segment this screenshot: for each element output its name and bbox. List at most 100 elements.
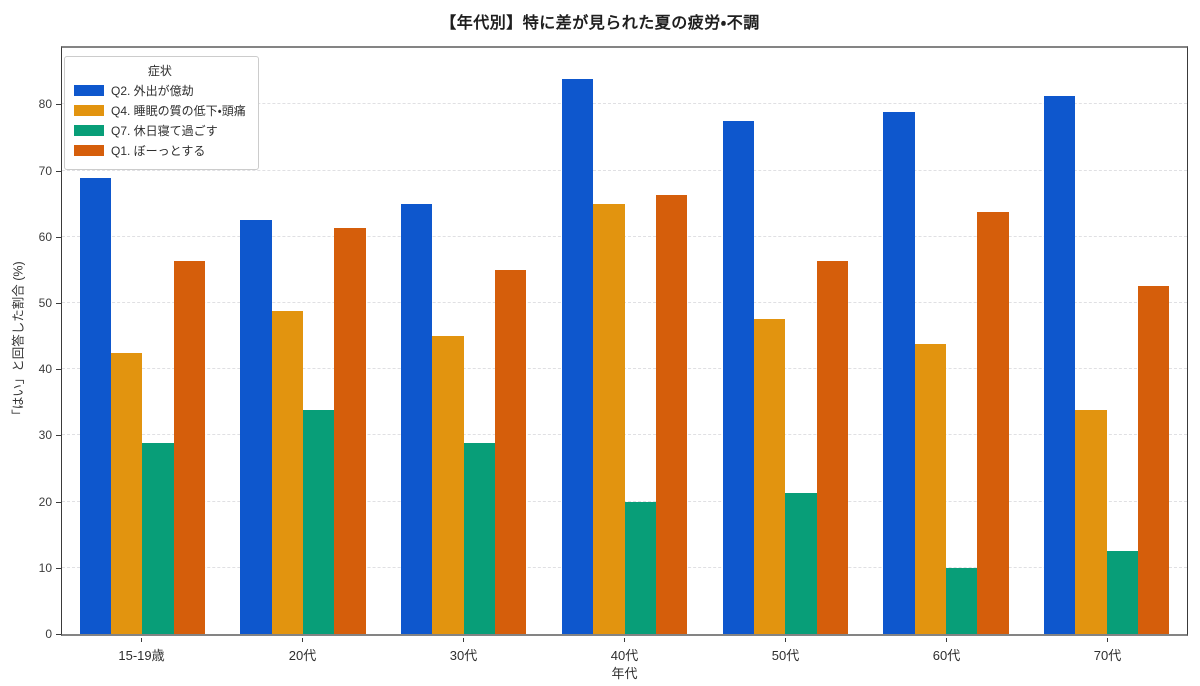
legend-label: Q1. ぼーっとする	[111, 144, 206, 158]
legend-swatch-icon	[74, 145, 104, 156]
xtick-label: 70代	[1093, 648, 1122, 663]
plot-area: 0 10 20 30 40 50 60 70 80 症状 Q2. 外出が億劫 Q4. 睡眠の質の低…	[39, 46, 1188, 641]
ytick-mark-40	[56, 369, 61, 371]
ytick-label-50: 50	[38, 295, 52, 310]
ytick-mark-70	[56, 170, 61, 172]
bar-group-50代	[705, 48, 866, 634]
bar-group-inner	[883, 48, 1009, 634]
gridline-80	[62, 103, 1187, 105]
ytick-label-60: 60	[38, 229, 52, 244]
legend-label: Q4. 睡眠の質の低下・頭痛	[111, 104, 246, 118]
legend-title: 症状	[147, 64, 172, 78]
xtick-mark	[1106, 638, 1109, 642]
ytick-label-80: 80	[38, 97, 52, 112]
xtick-label: 15-19歳	[118, 648, 165, 663]
legend-swatch-icon	[74, 85, 104, 96]
xtick-cell: 60代	[866, 638, 1027, 664]
bar	[142, 443, 174, 634]
xtick-mark	[945, 638, 948, 642]
xtick-mark	[784, 638, 787, 642]
ytick-mark-0	[56, 634, 61, 635]
ytick-label-10: 10	[38, 560, 52, 575]
bar	[334, 228, 366, 634]
bar-group-inner	[1043, 48, 1170, 634]
bar	[240, 220, 272, 634]
bar	[463, 443, 496, 634]
xtick-label: 50代	[771, 648, 800, 663]
bar	[111, 352, 143, 634]
legend-item: Q2. 外出が億劫	[74, 82, 246, 99]
bar	[432, 336, 464, 634]
bar	[401, 203, 433, 634]
bar-group-inner	[79, 48, 206, 634]
bar	[1043, 95, 1076, 634]
bar-group-30代	[383, 48, 544, 634]
bar	[722, 120, 754, 634]
ytick-mark-60	[56, 236, 61, 238]
ytick-mark-20	[56, 501, 61, 503]
legend-label: Q2. 外出が億劫	[111, 84, 194, 98]
legend-item: Q4. 睡眠の質の低下・頭痛	[74, 102, 246, 119]
bar	[883, 112, 915, 634]
ytick-mark-30	[56, 435, 61, 437]
xtick-cell: 20代	[222, 638, 383, 664]
bar	[271, 310, 304, 634]
legend-items: Q2. 外出が億劫 Q4. 睡眠の質の低下・頭痛 Q7. 休日寝て過ごす Q1. ぼー…	[74, 82, 246, 159]
xtick-label: 30代	[449, 648, 478, 663]
bar	[785, 492, 817, 634]
xtick-mark	[462, 638, 465, 642]
xtick-label: 60代	[932, 648, 961, 663]
xtick-cell: 40代	[544, 638, 705, 664]
bar-group-60代	[866, 48, 1027, 634]
bar-group-inner	[561, 48, 688, 634]
xtick-mark	[301, 638, 304, 642]
xtick-label: 40代	[610, 648, 639, 663]
bar	[816, 261, 848, 634]
legend-swatch-icon	[74, 125, 104, 136]
bar	[79, 178, 112, 634]
xtick-cell: 30代	[383, 638, 544, 664]
bar	[593, 203, 625, 634]
legend-item: Q1. ぼーっとする	[74, 142, 246, 159]
bar-group-inner	[722, 48, 848, 634]
xtick-cell: 15-19歳	[61, 638, 222, 664]
bar	[303, 410, 335, 634]
bar-group-40代	[544, 48, 705, 634]
bar	[1138, 286, 1170, 634]
x-axis-title: 年代	[611, 666, 638, 681]
ytick-label-30: 30	[38, 428, 52, 443]
bar-group-inner	[401, 48, 527, 634]
bar	[173, 261, 206, 634]
legend: 症状 Q2. 外出が億劫 Q4. 睡眠の質の低下・頭痛 Q7. 休日寝て過ごす Q1.…	[64, 56, 259, 170]
y-axis-title-text: 「はい」と回答した割合 (%)	[11, 260, 26, 422]
gridline-70	[62, 169, 1187, 171]
xtick-cell: 50代	[705, 638, 866, 664]
legend-swatch-icon	[74, 105, 104, 116]
bar	[1075, 410, 1107, 634]
bar	[1106, 551, 1139, 634]
ytick-mark-50	[56, 302, 61, 304]
chart-title: 【年代別】特に差が見られた夏の疲労・不調	[440, 15, 760, 32]
xtick-mark	[140, 638, 143, 642]
xtick-label: 20代	[288, 648, 317, 663]
y-axis-title: 「はい」と回答した割合 (%)	[8, 46, 26, 636]
ytick-label-0: 0	[45, 627, 52, 641]
xtick-cell: 70代	[1027, 638, 1188, 664]
bar-group-15-19歳	[62, 48, 223, 634]
ytick-label-70: 70	[38, 163, 52, 178]
ytick-label-40: 40	[38, 362, 52, 377]
bar	[655, 195, 688, 634]
legend-label: Q7. 休日寝て過ごす	[111, 124, 218, 138]
bar-group-20代	[223, 48, 384, 634]
bars-layer	[62, 48, 1187, 634]
ytick-mark-80	[56, 104, 61, 106]
x-axis-ticks: 15-19歳 20代 30代 40代 50代 60代 70代	[61, 638, 1188, 664]
bar-group-inner	[240, 48, 366, 634]
bar	[495, 269, 527, 634]
legend-item: Q7. 休日寝て過ごす	[74, 122, 246, 139]
bar	[945, 567, 978, 634]
bar	[561, 79, 594, 634]
bar	[977, 211, 1009, 634]
bar	[753, 319, 786, 634]
ytick-mark-10	[56, 567, 61, 569]
